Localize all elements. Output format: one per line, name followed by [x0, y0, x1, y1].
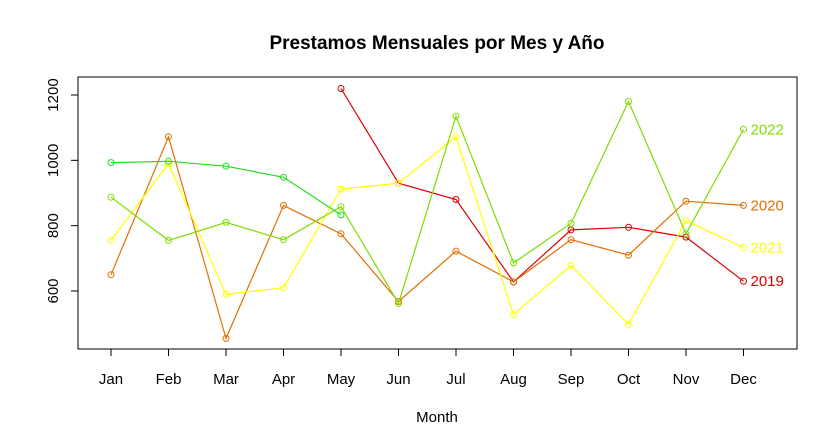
data-point [280, 173, 287, 181]
series-2022: 2022 [107, 98, 784, 307]
data-point [337, 185, 345, 193]
data-point [107, 236, 115, 244]
y-tick-label: 1000 [45, 144, 62, 177]
x-tick-label: Feb [156, 371, 182, 388]
series-end-label: 2022 [751, 121, 784, 138]
data-point [280, 236, 287, 244]
series-2020: 2020 [107, 133, 784, 342]
x-tick-label: Jan [99, 371, 123, 388]
data-point [395, 179, 402, 187]
series-line [340, 88, 744, 283]
data-point [222, 290, 230, 298]
x-tick-label: Jul [446, 371, 465, 388]
y-tick-label: 800 [45, 213, 62, 238]
x-tick-label: Nov [673, 371, 700, 388]
series-line [110, 160, 342, 216]
data-point [165, 160, 172, 168]
data-point [625, 251, 632, 259]
data-point [165, 157, 172, 165]
data-point [337, 230, 345, 238]
x-tick-label: Jun [386, 371, 410, 388]
y-tick-label: 1200 [45, 78, 62, 111]
data-point [107, 193, 115, 201]
series-line [110, 135, 744, 326]
data-point [682, 197, 690, 205]
data-point [682, 230, 690, 238]
x-tick-label: May [327, 371, 356, 388]
data-point [280, 284, 287, 292]
y-tick-label: 600 [45, 278, 62, 303]
series-2019: 2019 [337, 85, 784, 290]
data-point [567, 219, 575, 227]
x-axis-label: Month [416, 409, 458, 426]
data-point [107, 159, 115, 167]
series-2021: 2021 [107, 133, 784, 328]
data-point [222, 218, 230, 226]
data-point [280, 201, 287, 209]
data-point [740, 201, 747, 209]
series-line [110, 134, 744, 341]
x-tick-label: Aug [500, 371, 527, 388]
plot-frame [77, 76, 798, 350]
data-point [452, 133, 460, 141]
y-axis: 600 800 1000 1200 [45, 78, 79, 304]
series-end-label: 2019 [751, 273, 784, 290]
series-line [110, 100, 745, 305]
data-point [107, 271, 115, 279]
data-point [510, 259, 517, 267]
series-unlabeled-4 [107, 157, 345, 219]
data-point [625, 320, 632, 328]
series-layer: 2019 2020 2021 2022 [107, 85, 784, 342]
data-point [740, 244, 747, 252]
data-point [510, 278, 517, 286]
data-point [337, 85, 345, 92]
data-point [567, 236, 575, 244]
data-point [682, 217, 690, 225]
data-point [567, 262, 575, 269]
x-tick-label: Oct [617, 371, 641, 388]
data-point [337, 203, 345, 211]
series-end-label: 2021 [751, 240, 784, 257]
series-end-label: 2020 [751, 197, 784, 214]
data-point [510, 311, 517, 318]
x-tick-label: Apr [272, 371, 295, 388]
chart-title: Prestamos Mensuales por Mes y Año [269, 33, 604, 54]
data-point [222, 162, 230, 170]
data-point [337, 211, 345, 219]
data-point [452, 112, 460, 120]
x-axis: Jan Feb Mar Apr May Jun Jul Aug Sep Oct Nov Dec [99, 348, 757, 388]
data-point [452, 247, 460, 255]
data-point [625, 98, 632, 105]
x-tick-label: Mar [213, 371, 239, 388]
data-point [222, 334, 230, 342]
data-point [740, 125, 747, 133]
data-point [625, 223, 632, 231]
data-point [165, 236, 172, 244]
data-point [740, 277, 747, 285]
x-tick-label: Dec [730, 371, 757, 388]
x-tick-label: Sep [558, 371, 585, 388]
data-point [165, 133, 172, 141]
data-point [452, 196, 460, 203]
data-point [395, 299, 402, 307]
